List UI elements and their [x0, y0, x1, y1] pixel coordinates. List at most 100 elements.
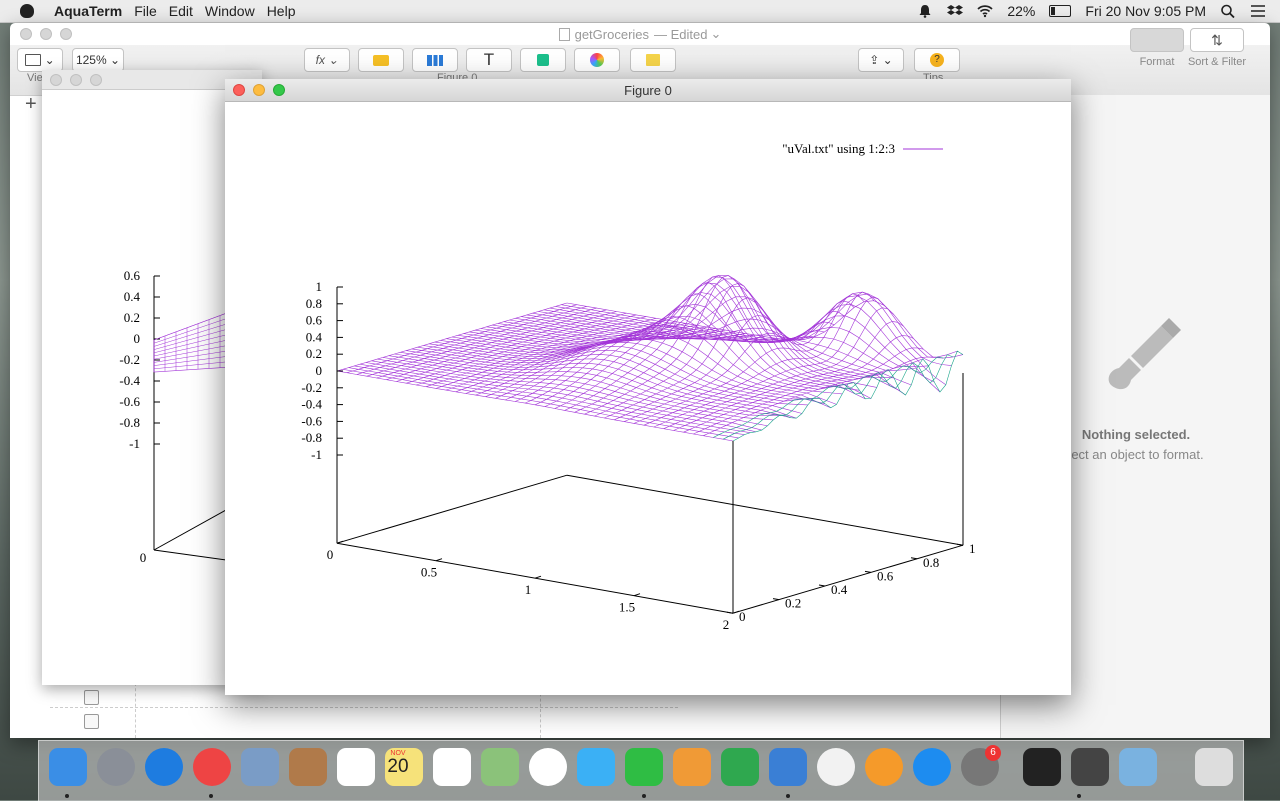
zoom-select[interactable]: 125% ⌄ [72, 48, 124, 72]
back-figure-titlebar [42, 70, 262, 90]
calendar-icon[interactable] [337, 748, 375, 786]
keynote-icon[interactable] [769, 748, 807, 786]
menu-bar: AquaTerm File Edit Window Help 22% Fri 2… [0, 0, 1280, 23]
media-button[interactable] [574, 48, 620, 72]
x-tick-label: 1.5 [619, 600, 635, 615]
menu-help[interactable]: Help [266, 3, 296, 19]
running-indicator [209, 794, 213, 798]
x-tick [534, 575, 542, 579]
minimize-button[interactable] [40, 28, 52, 40]
menu-app-name[interactable]: AquaTerm [54, 3, 123, 19]
mesh-line [614, 310, 845, 421]
back-z-tick-label: -0.6 [119, 394, 140, 409]
inspector-tabs: Format ⇅ Sort & Filter [1127, 25, 1247, 70]
formula-button[interactable]: fx ⌄ [304, 48, 350, 72]
axis-line [336, 474, 568, 544]
preview-icon[interactable] [1119, 748, 1157, 786]
row-checkbox[interactable] [84, 690, 99, 705]
apple-menu-icon[interactable] [20, 4, 34, 18]
close-button[interactable] [50, 74, 62, 86]
trash-icon[interactable] [1195, 748, 1233, 786]
mesh-line [653, 296, 885, 428]
y-tick-label: 0.4 [831, 582, 848, 597]
reminders-icon[interactable] [433, 748, 471, 786]
row-checkbox[interactable] [84, 714, 99, 729]
zoom-button[interactable] [60, 28, 72, 40]
finder-icon[interactable] [49, 748, 87, 786]
contacts-icon[interactable] [289, 748, 327, 786]
view-button[interactable]: ⌄ [17, 48, 63, 72]
table-row[interactable] [50, 707, 678, 734]
close-button[interactable] [20, 28, 32, 40]
mesh-line [594, 282, 825, 417]
mesh-line [463, 292, 860, 391]
mesh-line [435, 319, 667, 389]
chevron-down-icon[interactable]: ⌄ [710, 26, 722, 41]
add-sheet-button[interactable]: + [25, 93, 37, 115]
document-status: — Edited [654, 26, 708, 42]
minimize-button[interactable] [253, 84, 265, 96]
terminal-icon[interactable] [1023, 748, 1061, 786]
zoom-value: 125% [75, 53, 107, 67]
text-button[interactable]: T [466, 48, 512, 72]
mesh-line [623, 300, 855, 422]
notes-icon[interactable] [385, 748, 423, 786]
document-title[interactable]: getGroceries [574, 26, 650, 42]
tab-sort-filter[interactable]: ⇅ Sort & Filter [1187, 25, 1247, 68]
back-origin-label: 0 [140, 550, 147, 565]
notifications-icon[interactable] [917, 4, 933, 18]
tab-format[interactable]: Format [1127, 25, 1187, 68]
messages-icon[interactable] [577, 748, 615, 786]
menu-clock[interactable]: Fri 20 Nov 9:05 PM [1085, 3, 1206, 19]
menu-window[interactable]: Window [204, 3, 255, 19]
table-icon [373, 54, 389, 66]
chrome-icon[interactable] [193, 748, 231, 786]
ibooks-icon[interactable] [865, 748, 903, 786]
y-tick-label: 0.2 [785, 596, 801, 611]
mesh-line [564, 282, 795, 411]
numbers-icon[interactable] [721, 748, 759, 786]
x-tick [435, 558, 443, 562]
close-button[interactable] [233, 84, 245, 96]
menu-file[interactable]: File [134, 3, 157, 19]
mesh-line [732, 350, 964, 442]
safari-icon[interactable] [145, 748, 183, 786]
photos-icon[interactable] [529, 748, 567, 786]
battery-icon[interactable] [1049, 5, 1072, 17]
running-indicator [642, 794, 646, 798]
appstore-icon[interactable] [913, 748, 951, 786]
sublime-icon[interactable] [1071, 748, 1109, 786]
x-tick [336, 540, 344, 544]
tips-button[interactable]: ? [914, 48, 960, 72]
mesh-line [554, 293, 785, 409]
facetime-icon[interactable] [625, 748, 663, 786]
wifi-icon[interactable] [977, 4, 993, 18]
z-tick-label: -0.4 [301, 397, 322, 412]
launchpad-icon[interactable] [97, 748, 135, 786]
mesh-line [445, 321, 676, 391]
comment-button[interactable] [630, 48, 676, 72]
mesh-line [356, 306, 587, 375]
back-z-tick-label: 0.4 [124, 289, 141, 304]
running-indicator [786, 794, 790, 798]
itunes-icon[interactable] [817, 748, 855, 786]
zoom-button[interactable] [273, 84, 285, 96]
mesh-line [336, 302, 568, 372]
table-button[interactable] [358, 48, 404, 72]
notification-center-icon[interactable] [1250, 4, 1266, 18]
mail-icon[interactable] [241, 748, 279, 786]
pages-icon[interactable] [673, 748, 711, 786]
share-button[interactable]: ⇪ ⌄ [858, 48, 904, 72]
spotlight-icon[interactable] [1220, 4, 1236, 18]
minimize-button[interactable] [70, 74, 82, 86]
shape-button[interactable] [520, 48, 566, 72]
menu-edit[interactable]: Edit [168, 3, 193, 19]
column-divider [135, 683, 136, 738]
dock: NOV 20 6 [38, 740, 1244, 801]
zoom-button[interactable] [90, 74, 102, 86]
chart-button[interactable] [412, 48, 458, 72]
maps-icon[interactable] [481, 748, 519, 786]
x-tick-label: 0 [327, 547, 334, 562]
dropbox-icon[interactable] [947, 4, 964, 18]
tab-sort-filter-label: Sort & Filter [1187, 56, 1247, 68]
